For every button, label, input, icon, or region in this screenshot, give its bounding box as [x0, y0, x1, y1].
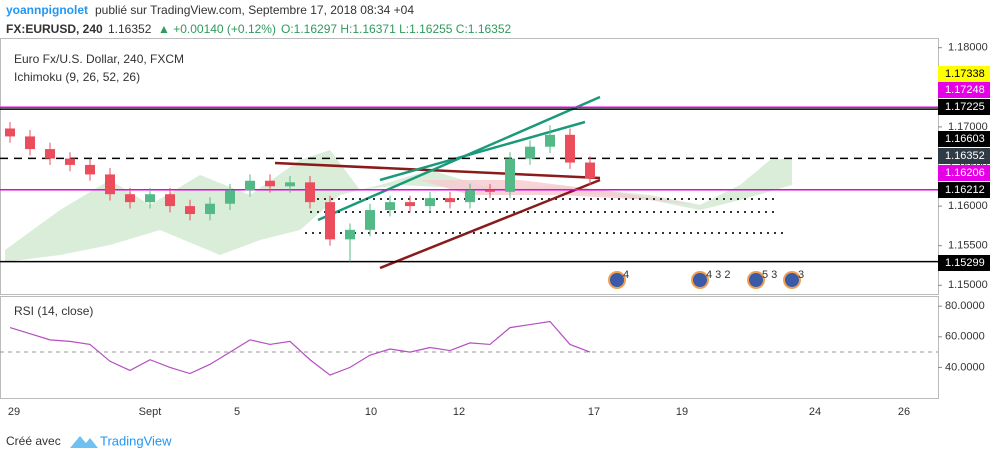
candle-body: [265, 180, 275, 187]
candle-body: [585, 162, 595, 179]
candle-body: [385, 202, 395, 211]
level-label: 1.16206: [945, 167, 985, 179]
logo: [70, 436, 98, 448]
candle-body: [205, 203, 215, 215]
y-tick-label: 60.0000: [945, 331, 985, 343]
level-badge: [938, 66, 990, 82]
level-label: 1.17225: [945, 101, 985, 113]
candle-body: [525, 146, 535, 159]
candle-body: [25, 136, 35, 150]
change: ▲ +0.00140 (+0.12%): [158, 22, 276, 36]
x-tick-label: 19: [676, 406, 688, 418]
channel-line: [379, 120, 586, 182]
level-label: 1.17338: [945, 68, 985, 80]
level-badge: [938, 82, 990, 98]
candle-body: [245, 180, 255, 191]
candle-body: [45, 149, 55, 159]
candle-body: [65, 158, 75, 165]
brand: TradingView: [100, 433, 172, 448]
y-tick-label: 40.0000: [945, 361, 985, 373]
y-tick-label: 1.15000: [948, 279, 988, 291]
candle-body: [185, 206, 195, 215]
x-tick-label: 17: [588, 406, 600, 418]
candle-body: [285, 182, 295, 187]
level-badge: [938, 148, 990, 164]
candle-body: [425, 198, 435, 207]
trendline: [274, 161, 601, 180]
x-tick-label: Sept: [139, 406, 162, 418]
level-label: 1.16212: [945, 184, 985, 196]
level-label: 1.15299: [945, 257, 985, 269]
candle-body: [225, 190, 235, 204]
level-badge: [938, 165, 990, 181]
ichimoku-cloud: [5, 150, 792, 262]
event-label: 4 3 2: [706, 269, 730, 281]
x-tick-label: 24: [809, 406, 821, 418]
candle-body: [445, 198, 455, 203]
event-label: 3: [798, 269, 804, 281]
level-badge: [938, 182, 990, 198]
level-label: 1.17248: [945, 84, 985, 96]
candle-body: [325, 202, 335, 240]
candle-body: [145, 194, 155, 203]
level-label: 1.16352: [945, 150, 985, 162]
y-tick-label: 1.15500: [948, 240, 988, 252]
event-icon: [608, 271, 626, 289]
made-with: Créé avec: [6, 434, 61, 448]
x-tick-label: 12: [453, 406, 465, 418]
last-price: 1.16352: [108, 22, 152, 36]
event-icon: [747, 271, 765, 289]
x-tick-label: 26: [898, 406, 910, 418]
y-tick-label: 1.18000: [948, 42, 988, 54]
candle-body: [365, 210, 375, 230]
rsi-pane: [0, 296, 939, 399]
level-badge: [938, 99, 990, 115]
rsi-line: [9, 320, 591, 376]
y-tick-label: 1.16000: [948, 200, 988, 212]
ohlc: O:1.16297 H:1.16371 L:1.16255 C:1.16352: [281, 22, 512, 36]
rsi-title: RSI (14, close): [14, 304, 93, 318]
event-icon: [691, 271, 709, 289]
level-badge: [938, 255, 990, 271]
level-badge: [938, 131, 990, 147]
x-tick-label: 5: [234, 406, 240, 418]
candle-body: [5, 128, 15, 137]
candle-body: [345, 229, 355, 240]
candle-body: [565, 134, 575, 163]
event-label: 5 3: [762, 269, 777, 281]
author: yoannpignolet: [6, 3, 88, 17]
candle-body: [465, 190, 475, 203]
candle-body: [165, 194, 175, 207]
candle-body: [485, 190, 495, 192]
candle-body: [105, 174, 115, 195]
x-tick-label: 10: [365, 406, 377, 418]
indicator-title: Ichimoku (9, 26, 52, 26): [14, 70, 140, 84]
x-tick-label: 29: [8, 406, 20, 418]
pane-title: Euro Fx/U.S. Dollar, 240, FXCM: [14, 52, 184, 66]
y-tick-label: 80.0000: [945, 300, 985, 312]
candle-body: [545, 134, 555, 147]
event-icon: [783, 271, 801, 289]
y-tick-label: 1.17000: [948, 121, 988, 133]
candle-body: [125, 194, 135, 203]
symbol: FX:EURUSD, 240: [6, 22, 103, 36]
candle-body: [85, 164, 95, 175]
published: publié sur TradingView.com, Septembre 17…: [95, 3, 414, 17]
trendline: [379, 178, 601, 270]
event-label: 4: [623, 269, 629, 281]
candle-body: [405, 202, 415, 207]
candle-body: [505, 158, 515, 192]
candle-body: [305, 182, 315, 203]
level-label: 1.16603: [945, 133, 985, 145]
